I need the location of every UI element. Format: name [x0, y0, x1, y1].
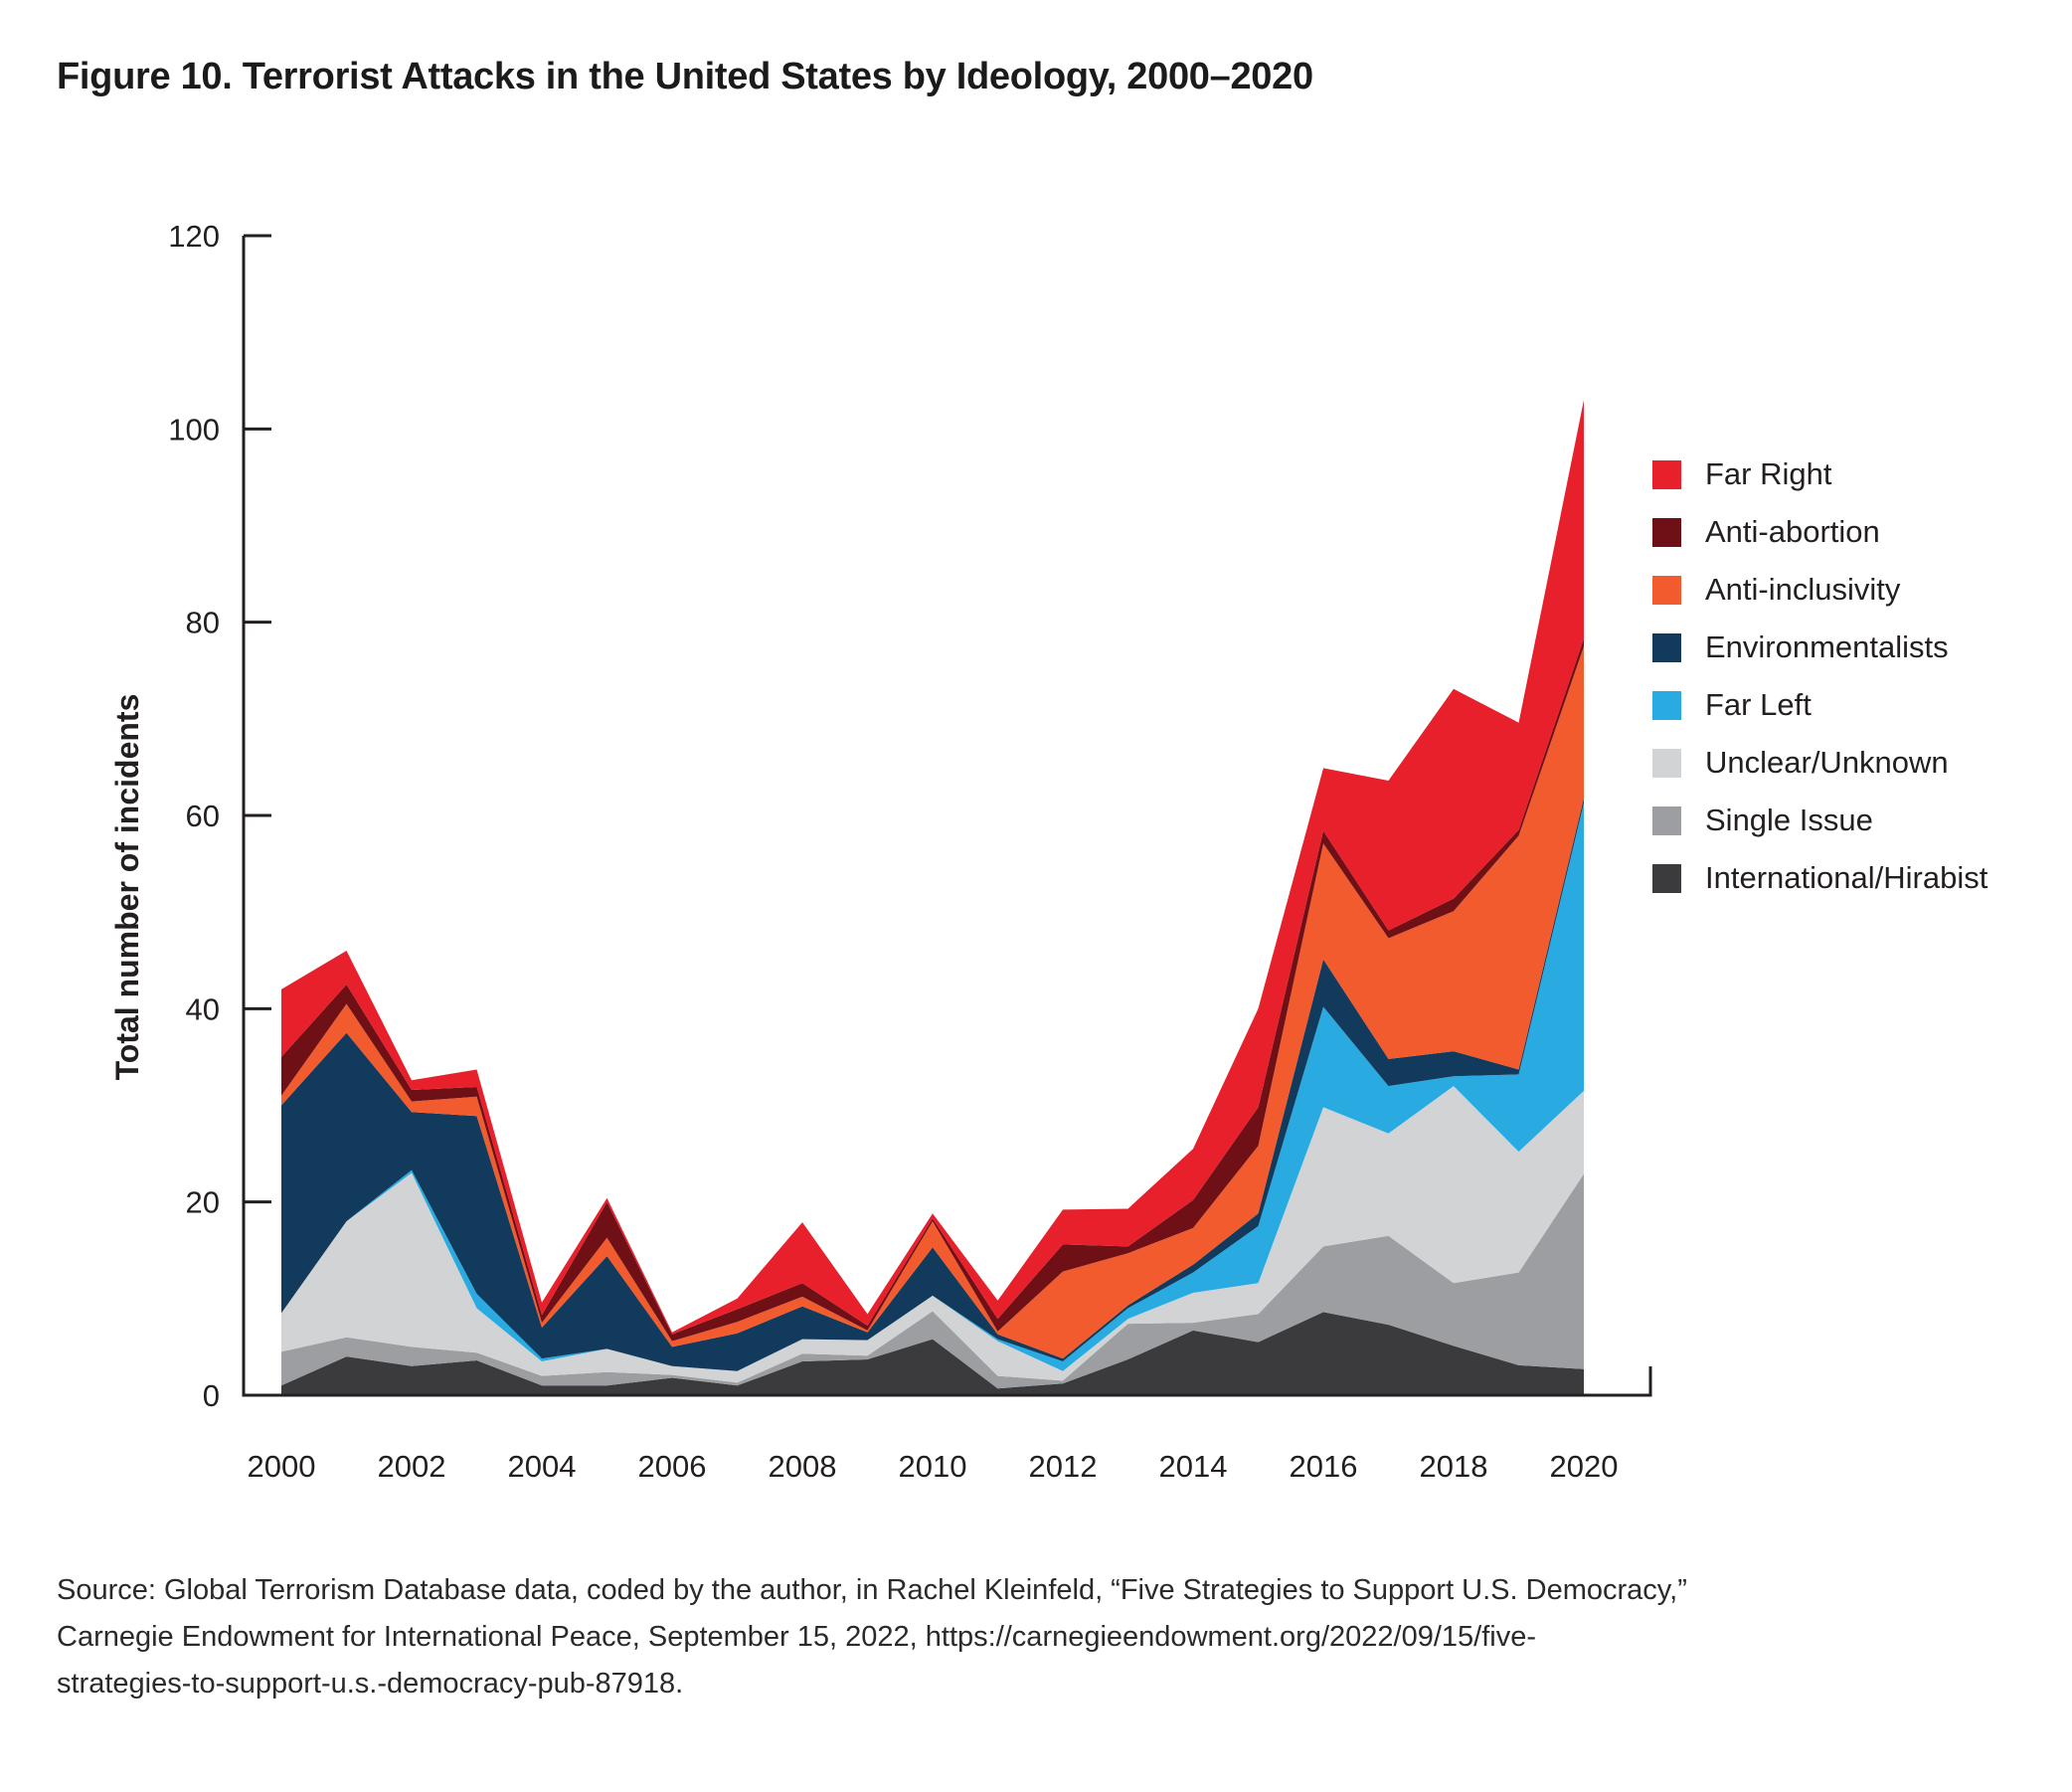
x-tick-label: 2018: [1420, 1449, 1488, 1484]
y-axis-title: Total number of incidents: [109, 693, 145, 1081]
legend-item-environmentalists: Environmentalists: [1652, 619, 1987, 676]
x-tick-label: 2008: [769, 1449, 837, 1484]
area-anti-inclusivity: [281, 646, 1584, 1359]
legend-item-unclear-unknown: Unclear/Unknown: [1652, 734, 1987, 792]
legend-label-anti-abortion: Anti-abortion: [1705, 514, 1880, 549]
area-unclear-unknown: [281, 1086, 1584, 1383]
legend-item-single-issue: Single Issue: [1652, 792, 1987, 849]
legend-swatch-far-left: [1652, 690, 1681, 720]
legend-label-international-hirabist: International/Hirabist: [1705, 860, 1988, 895]
y-tick-label: 100: [168, 412, 220, 447]
y-tick-label: 120: [168, 219, 220, 254]
area-far-left: [281, 803, 1584, 1371]
legend-item-international-hirabist: International/Hirabist: [1652, 849, 1987, 907]
legend-item-anti-inclusivity: Anti-inclusivity: [1652, 561, 1987, 619]
x-tick-label: 2004: [508, 1449, 577, 1484]
legend-item-anti-abortion: Anti-abortion: [1652, 503, 1987, 561]
source-note: Source: Global Terrorism Database data, …: [57, 1567, 2035, 1707]
x-tick-label: 2016: [1290, 1449, 1358, 1484]
chart-legend: Far Right Anti-abortion Anti-inclusivity En…: [1652, 446, 1987, 907]
y-tick-label: 40: [186, 991, 220, 1026]
legend-label-unclear-unknown: Unclear/Unknown: [1705, 745, 1949, 780]
x-tick-label: 2014: [1159, 1449, 1228, 1484]
area-far-right: [281, 400, 1584, 1335]
legend-swatch-single-issue: [1652, 806, 1681, 835]
area-international-hirabist: [281, 1312, 1584, 1395]
legend-label-anti-inclusivity: Anti-inclusivity: [1705, 572, 1901, 607]
legend-swatch-far-right: [1652, 459, 1681, 489]
y-tick-label: 0: [203, 1378, 220, 1413]
x-tick-label: 2012: [1029, 1449, 1098, 1484]
legend-label-environmentalists: Environmentalists: [1705, 629, 1949, 664]
legend-swatch-unclear-unknown: [1652, 748, 1681, 778]
legend-swatch-anti-inclusivity: [1652, 575, 1681, 605]
x-tick-label: 2020: [1550, 1449, 1619, 1484]
legend-swatch-environmentalists: [1652, 632, 1681, 662]
legend-swatch-international-hirabist: [1652, 863, 1681, 893]
legend-label-far-left: Far Left: [1705, 687, 1812, 722]
legend-label-single-issue: Single Issue: [1705, 803, 1873, 837]
source-line: strategies-to-support-u.s.-democracy-pub…: [57, 1668, 684, 1700]
y-tick-label: 60: [186, 799, 220, 833]
figure-title: Figure 10. Terrorist Attacks in the Unit…: [57, 56, 1313, 97]
legend-item-far-left: Far Left: [1652, 676, 1987, 734]
x-tick-label: 2010: [899, 1449, 967, 1484]
y-tick-label: 80: [186, 606, 220, 640]
area-environmentalists: [281, 798, 1584, 1371]
x-tick-label: 2006: [638, 1449, 707, 1484]
legend-label-far-right: Far Right: [1705, 456, 1832, 491]
source-line: Source: Global Terrorism Database data, …: [57, 1574, 1687, 1606]
y-tick-label: 20: [186, 1185, 220, 1220]
source-line: Carnegie Endowment for International Pea…: [57, 1621, 1536, 1653]
legend-swatch-anti-abortion: [1652, 517, 1681, 547]
x-tick-label: 2000: [248, 1449, 316, 1484]
x-tick-label: 2002: [378, 1449, 446, 1484]
area-single-issue: [281, 1173, 1584, 1389]
legend-item-far-right: Far Right: [1652, 446, 1987, 503]
